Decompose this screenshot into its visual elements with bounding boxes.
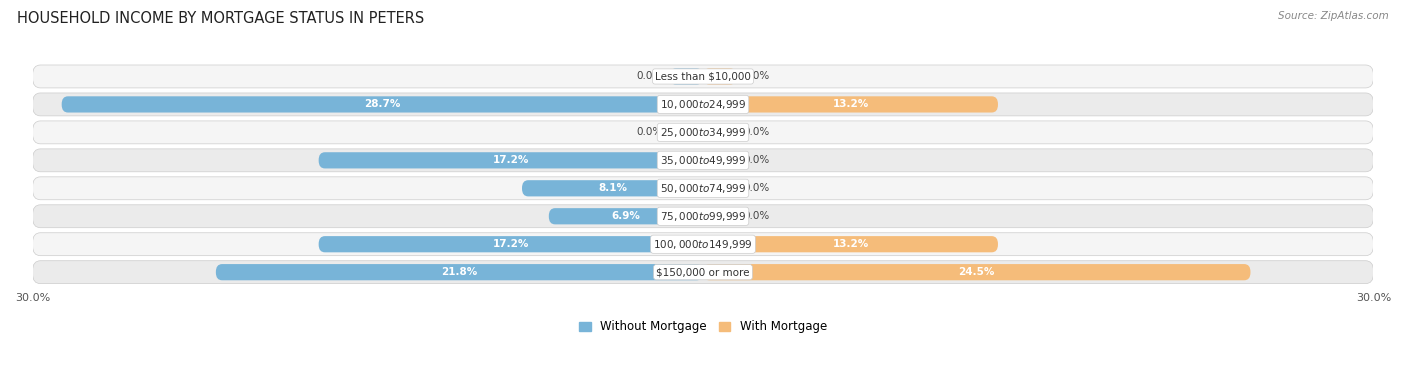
FancyBboxPatch shape: [32, 233, 1374, 256]
Text: 8.1%: 8.1%: [598, 183, 627, 193]
Text: 0.0%: 0.0%: [744, 155, 769, 166]
Text: Source: ZipAtlas.com: Source: ZipAtlas.com: [1278, 11, 1389, 21]
Text: 17.2%: 17.2%: [492, 239, 529, 249]
Text: 0.0%: 0.0%: [637, 72, 662, 81]
Text: 21.8%: 21.8%: [441, 267, 478, 277]
Text: $25,000 to $34,999: $25,000 to $34,999: [659, 126, 747, 139]
Legend: Without Mortgage, With Mortgage: Without Mortgage, With Mortgage: [579, 320, 827, 333]
FancyBboxPatch shape: [522, 180, 703, 196]
Text: Less than $10,000: Less than $10,000: [655, 72, 751, 81]
FancyBboxPatch shape: [32, 65, 1374, 88]
FancyBboxPatch shape: [669, 68, 703, 84]
Text: $50,000 to $74,999: $50,000 to $74,999: [659, 182, 747, 195]
Text: $150,000 or more: $150,000 or more: [657, 267, 749, 277]
Text: 0.0%: 0.0%: [744, 72, 769, 81]
FancyBboxPatch shape: [32, 121, 1374, 144]
Text: 13.2%: 13.2%: [832, 239, 869, 249]
FancyBboxPatch shape: [703, 68, 737, 84]
FancyBboxPatch shape: [548, 208, 703, 224]
Text: 24.5%: 24.5%: [959, 267, 995, 277]
FancyBboxPatch shape: [703, 152, 737, 169]
FancyBboxPatch shape: [703, 96, 998, 112]
FancyBboxPatch shape: [319, 152, 703, 169]
Text: 0.0%: 0.0%: [744, 127, 769, 137]
Text: $75,000 to $99,999: $75,000 to $99,999: [659, 210, 747, 223]
FancyBboxPatch shape: [703, 180, 737, 196]
FancyBboxPatch shape: [62, 96, 703, 112]
FancyBboxPatch shape: [319, 236, 703, 252]
FancyBboxPatch shape: [32, 177, 1374, 200]
FancyBboxPatch shape: [32, 149, 1374, 172]
Text: 0.0%: 0.0%: [744, 211, 769, 221]
Text: 0.0%: 0.0%: [744, 183, 769, 193]
Text: 6.9%: 6.9%: [612, 211, 640, 221]
FancyBboxPatch shape: [32, 93, 1374, 116]
Text: $35,000 to $49,999: $35,000 to $49,999: [659, 154, 747, 167]
Text: HOUSEHOLD INCOME BY MORTGAGE STATUS IN PETERS: HOUSEHOLD INCOME BY MORTGAGE STATUS IN P…: [17, 11, 425, 26]
FancyBboxPatch shape: [32, 205, 1374, 228]
FancyBboxPatch shape: [669, 124, 703, 141]
Text: $100,000 to $149,999: $100,000 to $149,999: [654, 238, 752, 251]
Text: 17.2%: 17.2%: [492, 155, 529, 166]
FancyBboxPatch shape: [217, 264, 703, 280]
Text: 0.0%: 0.0%: [637, 127, 662, 137]
Text: 13.2%: 13.2%: [832, 100, 869, 109]
FancyBboxPatch shape: [32, 261, 1374, 284]
FancyBboxPatch shape: [703, 264, 1250, 280]
FancyBboxPatch shape: [703, 124, 737, 141]
Text: 28.7%: 28.7%: [364, 100, 401, 109]
FancyBboxPatch shape: [703, 236, 998, 252]
FancyBboxPatch shape: [703, 208, 737, 224]
Text: $10,000 to $24,999: $10,000 to $24,999: [659, 98, 747, 111]
